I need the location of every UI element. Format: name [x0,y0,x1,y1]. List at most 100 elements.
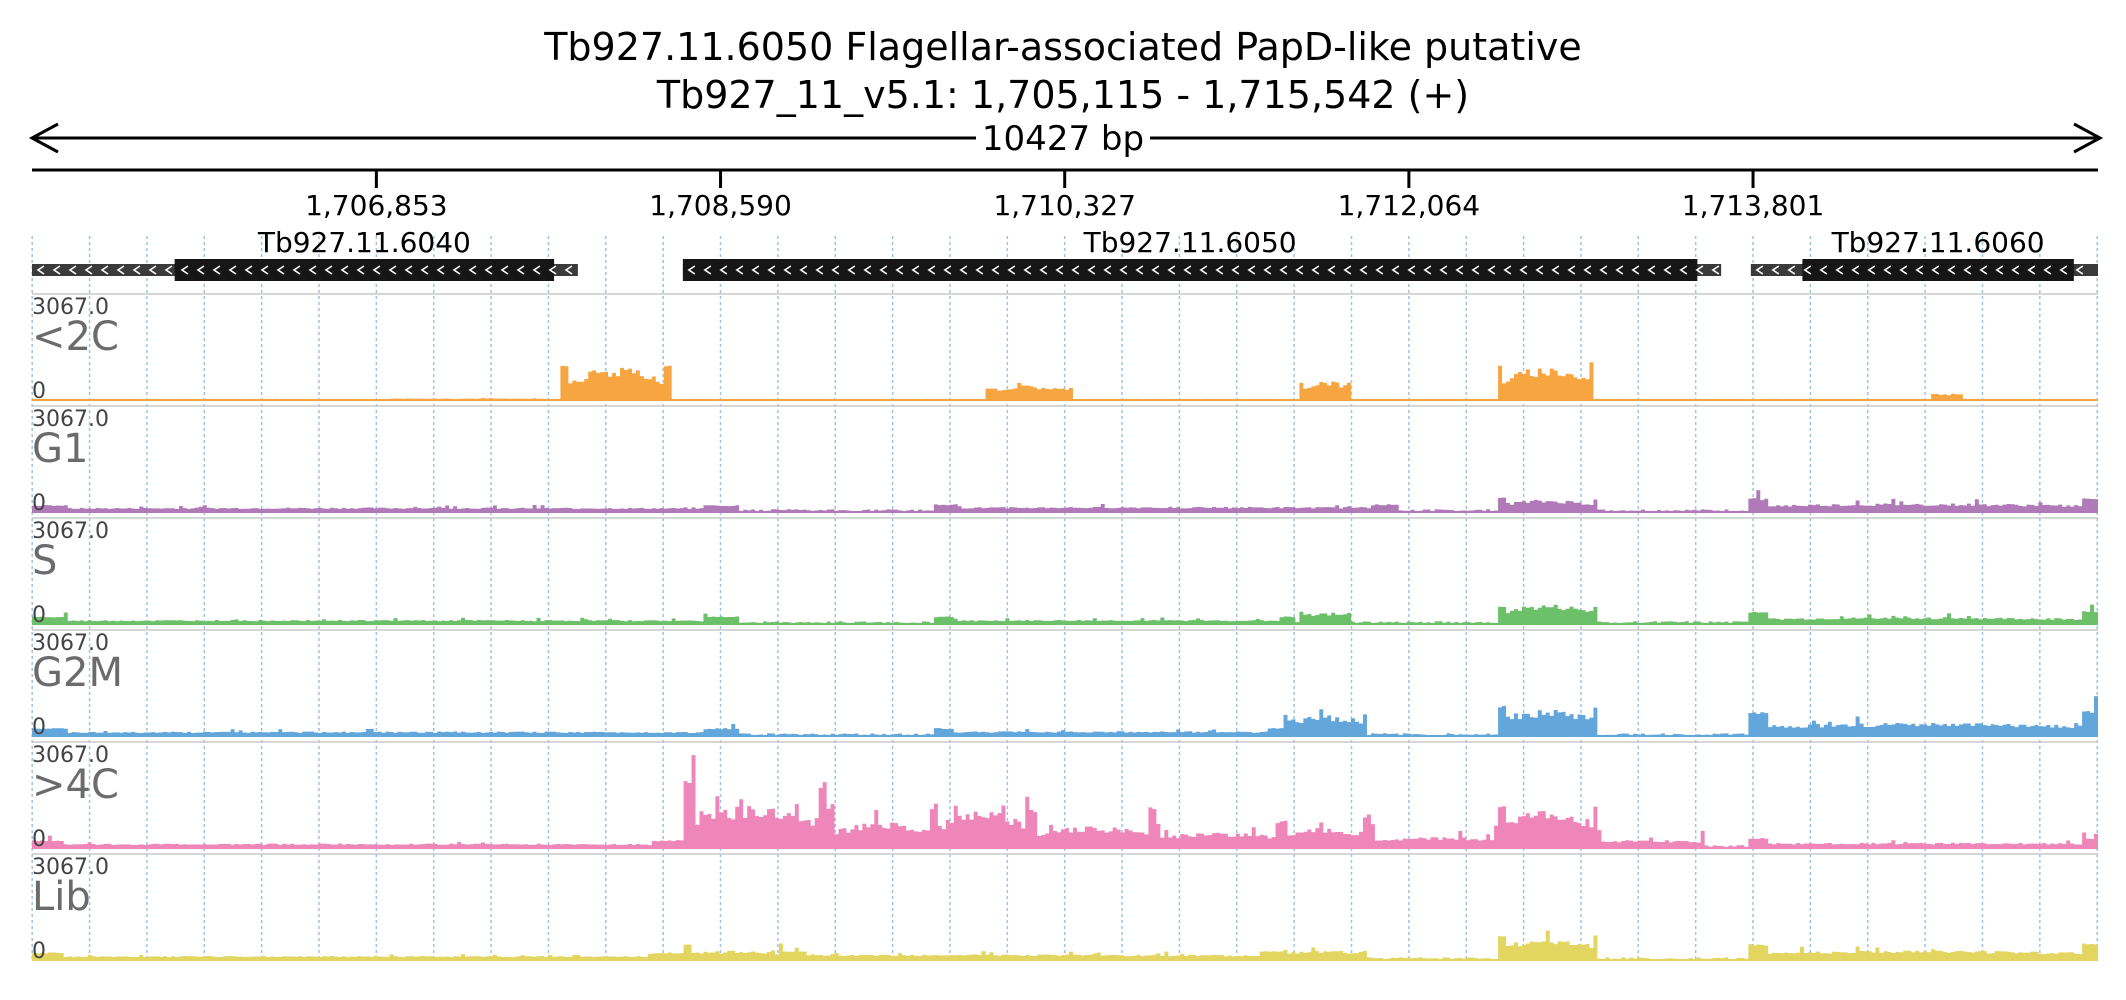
strand-chevron [1311,265,1320,275]
coverage-track: 3067.0G1 0 [32,405,2098,516]
strand-chevron [1851,265,1860,275]
strand-chevron [991,265,1000,275]
track-ymax-label: 3067.0 [32,295,109,320]
strand-chevron [767,265,776,275]
strand-chevron [164,265,173,275]
strand-chevron [2075,265,2084,275]
gene-model: Tb927.11.6050 [682,226,1722,281]
strand-chevron [1247,265,1256,275]
strand-chevron [2043,265,2052,275]
strand-chevron [1151,265,1160,275]
strand-chevron [532,265,541,275]
coverage-tracks: 3067.0<2C03067.0G103067.0S03067.0G2M0306… [32,293,2098,964]
strand-chevron [1819,265,1828,275]
strand-chevron [1979,265,1988,275]
ruler-tick-label: 1,712,064 [1338,189,1481,222]
strand-chevron [468,265,477,275]
strand-chevron [324,265,333,275]
track-ymin-label: 0 [32,379,46,404]
strand-chevron [719,265,728,275]
strand-chevron [1947,265,1956,275]
strand-chevron [2027,265,2036,275]
strand-chevron [1535,265,1544,275]
strand-chevron [1295,265,1304,275]
strand-chevron [1055,265,1064,275]
strand-chevron [1263,265,1272,275]
strand-chevron [404,265,413,275]
coverage-area [32,755,2098,848]
strand-chevron [1599,265,1608,275]
strand-chevron [1215,265,1224,275]
strand-chevron [1883,265,1892,275]
strand-chevron [863,265,872,275]
strand-chevron [36,265,45,275]
strand-chevron [1023,265,1032,275]
coverage-track: 3067.0S 0 [32,517,2098,628]
gene-label: Tb927.11.6050 [1083,226,1297,259]
strand-chevron [1867,265,1876,275]
strand-chevron [1787,265,1796,275]
strand-chevron [1439,265,1448,275]
ruler-tick-label: 1,710,327 [993,189,1136,222]
track-ymin-label: 0 [32,939,46,964]
strand-chevron [1503,265,1512,275]
strand-chevron [1615,265,1624,275]
chart-title: Tb927.11.6050 Flagellar-associated PapD-… [543,25,1582,69]
strand-chevron [276,265,285,275]
strand-chevron [548,265,557,275]
strand-chevron [943,265,952,275]
strand-chevron [959,265,968,275]
strand-chevron [1663,265,1672,275]
strand-chevron [1135,265,1144,275]
strand-chevron [100,265,109,275]
chart-subtitle: Tb927_11_v5.1: 1,705,115 - 1,715,542 (+) [656,73,1469,117]
coverage-area [32,696,2098,736]
strand-chevron [500,265,509,275]
strand-chevron [452,265,461,275]
track-ymax-label: 3067.0 [32,631,109,656]
track-name: G1 [32,426,88,472]
strand-chevron [1327,265,1336,275]
strand-chevron [1455,265,1464,275]
strand-chevron [1007,265,1016,275]
strand-chevron [895,265,904,275]
gene-cds [682,259,1698,281]
strand-chevron [260,265,269,275]
strand-chevron [2011,265,2020,275]
strand-chevron [148,265,157,275]
coverage-area [32,604,2098,624]
strand-chevron [388,265,397,275]
track-ymax-label: 3067.0 [32,855,109,880]
strand-chevron [436,265,445,275]
strand-chevron [516,265,525,275]
track-ymin-label: 0 [32,491,46,516]
strand-chevron [244,265,253,275]
strand-chevron [799,265,808,275]
gene-model: Tb927.11.6060 [1750,226,2098,281]
strand-chevron [340,265,349,275]
strand-chevron [84,265,93,275]
strand-chevron [1119,265,1128,275]
strand-chevron [1423,265,1432,275]
strand-chevron [1551,265,1560,275]
strand-chevron [1647,265,1656,275]
track-name: G2M [32,650,123,696]
gene-cds [1802,259,2074,281]
strand-chevron [564,265,573,275]
track-name: Lib [32,874,91,920]
strand-chevron [687,265,696,275]
strand-chevron [847,265,856,275]
gene-model: Tb927.11.6040 [32,226,578,281]
strand-chevron [1771,265,1780,275]
strand-chevron [372,265,381,275]
track-name: S [32,538,57,584]
strand-chevron [1631,265,1640,275]
track-ymin-label: 0 [32,827,46,852]
strand-chevron [1375,265,1384,275]
strand-chevron [1471,265,1480,275]
strand-chevron [212,265,221,275]
strand-chevron [1931,265,1940,275]
strand-chevron [228,265,237,275]
